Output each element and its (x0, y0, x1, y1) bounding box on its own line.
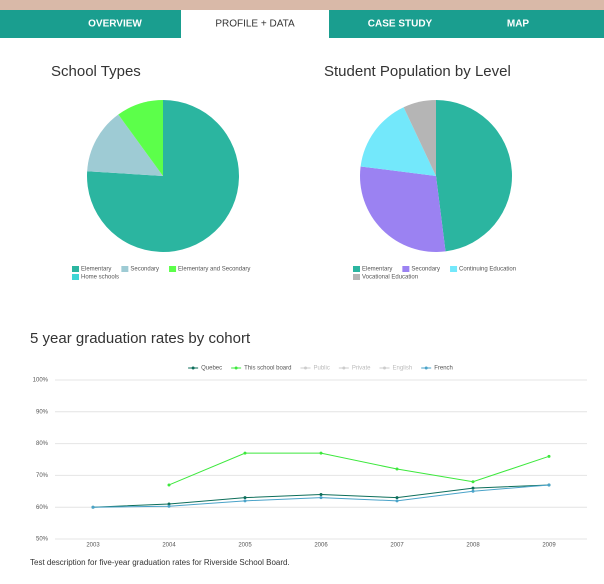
series-point (167, 483, 171, 487)
x-tick-label: 2003 (86, 543, 100, 549)
series-point (167, 504, 171, 508)
legend-swatch (72, 274, 79, 280)
series-point (547, 483, 551, 487)
series-line (168, 452, 550, 486)
pie-slice (360, 166, 446, 252)
series-point (243, 451, 247, 455)
description: Test description for five-year graduatio… (30, 558, 290, 567)
series-point (395, 496, 399, 500)
legend-swatch (450, 266, 458, 272)
series-point (395, 499, 399, 503)
x-tick-label: 2004 (162, 543, 176, 549)
series-point (167, 502, 171, 506)
series-point (471, 480, 475, 484)
nav-tab[interactable]: PROFILE + DATA (215, 19, 295, 30)
legend-swatch (353, 266, 360, 272)
series-line (92, 484, 550, 508)
legend-swatch (72, 266, 79, 272)
y-tick-label: 50% (36, 537, 49, 543)
x-tick-label: 2006 (314, 543, 328, 549)
series-point (243, 496, 247, 500)
legend-label: Home schools (81, 275, 119, 281)
pie-slice (436, 100, 512, 252)
legend-swatch (303, 366, 307, 370)
legend-label: Elementary and Secondary (178, 267, 250, 273)
series-point (319, 496, 323, 500)
series-point (91, 505, 95, 509)
legend-label[interactable]: This school board (244, 366, 291, 372)
legend-swatch (353, 274, 360, 280)
legend-label: Elementary (362, 267, 392, 273)
series-point (319, 492, 323, 496)
active-tab (181, 10, 329, 38)
legend-swatch (342, 366, 346, 370)
legend-swatch (121, 266, 129, 272)
y-tick-label: 80% (36, 441, 49, 447)
legend-label: Secondary (411, 267, 440, 273)
legend-label[interactable]: Public (313, 366, 329, 372)
x-tick-label: 2007 (390, 543, 404, 549)
legend-swatch (383, 366, 387, 370)
series-point (547, 454, 551, 458)
x-tick-label: 2008 (466, 543, 480, 549)
series-point (243, 499, 247, 503)
pie-slice (87, 114, 163, 176)
y-tick-label: 60% (36, 505, 49, 511)
legend-label[interactable]: Quebec (201, 366, 222, 372)
pie-slice (118, 100, 163, 176)
legend-label: Vocational Education (362, 275, 418, 281)
legend-swatch (191, 366, 195, 370)
legend-swatch (424, 366, 428, 370)
series-point (471, 486, 475, 490)
legend-label: Elementary (81, 267, 111, 273)
y-tick-label: 70% (36, 473, 49, 479)
legend-label[interactable]: Private (352, 366, 371, 372)
nav-tab[interactable]: MAP (507, 19, 530, 30)
x-tick-label: 2005 (238, 543, 252, 549)
legend-label[interactable]: English (393, 366, 413, 372)
series-point (319, 451, 323, 455)
nav-tab[interactable]: OVERVIEW (88, 19, 142, 30)
chart-title: Student Population by Level (324, 63, 511, 80)
legend-swatch (169, 266, 177, 272)
legend-swatch (402, 266, 410, 272)
nav-tab[interactable]: CASE STUDY (368, 19, 433, 30)
legend-swatch (234, 366, 238, 370)
y-tick-label: 90% (36, 409, 49, 415)
legend-label: Continuing Education (459, 267, 516, 273)
pie-slice (403, 100, 436, 176)
legend-label[interactable]: French (434, 366, 453, 372)
pie-slice (360, 107, 436, 176)
header-image (0, 0, 604, 10)
series-point (395, 467, 399, 471)
series-point (471, 489, 475, 493)
x-tick-label: 2009 (542, 543, 556, 549)
chart-title: 5 year graduation rates by cohort (30, 330, 251, 347)
legend-label: Secondary (130, 267, 159, 273)
chart-title: School Types (51, 63, 141, 80)
y-tick-label: 100% (33, 378, 49, 384)
